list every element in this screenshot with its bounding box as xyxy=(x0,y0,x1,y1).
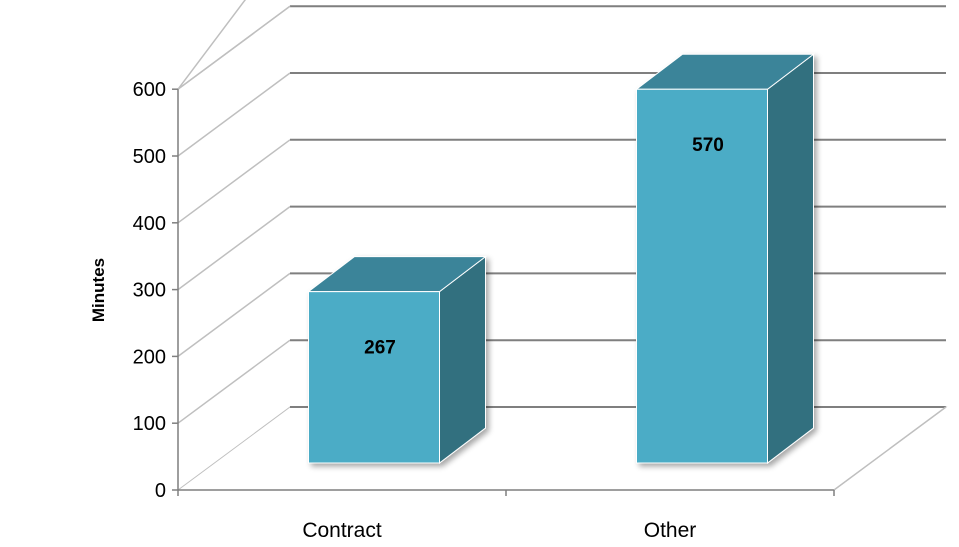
side-gridline xyxy=(177,205,291,291)
side-gridline-top xyxy=(177,0,246,90)
y-tick-label: 0 xyxy=(155,480,166,502)
x-tick-label: Contract xyxy=(302,519,382,542)
bars: 267 570 xyxy=(307,53,815,465)
bar-front-face xyxy=(308,291,440,464)
side-gridline xyxy=(177,5,291,90)
axes xyxy=(172,88,947,496)
side-gridline xyxy=(177,339,291,424)
bar xyxy=(307,255,487,465)
gridlines xyxy=(177,0,946,424)
y-tick-label: 100 xyxy=(133,413,166,435)
side-gridline xyxy=(177,272,291,358)
floor-right-edge xyxy=(833,406,947,491)
side-gridline xyxy=(177,139,291,224)
y-axis-title: Minutes xyxy=(89,258,108,322)
data-label: 267 xyxy=(364,338,396,359)
y-tick-label: 600 xyxy=(133,79,166,101)
bar-side-face xyxy=(767,53,814,465)
y-tick-label: 400 xyxy=(133,213,166,235)
x-tick-labels: Contract Other xyxy=(302,519,696,542)
chart-walls xyxy=(176,406,948,491)
bar-side-face xyxy=(439,255,486,465)
y-tick-label: 200 xyxy=(133,346,166,368)
floor xyxy=(176,406,948,491)
bar xyxy=(635,53,815,465)
y-tick-label: 300 xyxy=(133,280,166,302)
x-tick-label: Other xyxy=(644,519,697,542)
side-gridline xyxy=(177,72,291,157)
data-label: 570 xyxy=(692,135,724,156)
bar-front-face xyxy=(636,88,768,464)
y-tick-labels: 0 100 200 300 400 500 600 xyxy=(133,79,166,502)
y-tick-label: 500 xyxy=(133,146,166,168)
